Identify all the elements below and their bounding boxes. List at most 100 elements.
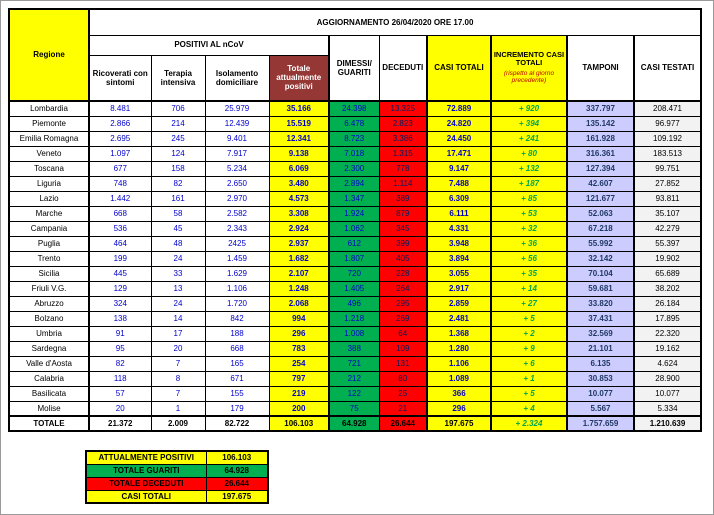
isolamento-header: Isolamento domiciliare — [204, 54, 270, 102]
tamponi-cell: 5.567 — [566, 400, 635, 417]
tamponi-cell: 32.569 — [566, 325, 635, 342]
total-row: TOTALE 21.372 2.009 82.722 106.103 64.928 26.6… — [8, 415, 702, 432]
region-row: Campania 536 45 2.343 2.924 1.062 345 4.331 + 32… — [8, 220, 702, 237]
region-name: Valle d'Aosta — [8, 355, 90, 372]
ricoverati-cell: 464 — [88, 235, 152, 252]
deceduti-cell: 109 — [378, 340, 428, 357]
casi-testati-cell: 28.900 — [632, 370, 702, 387]
dimessi-guariti-cell: 1.807 — [328, 250, 380, 267]
tamponi-cell: 316.361 — [566, 145, 635, 162]
incremento-cell: + 2 — [490, 325, 568, 342]
region-name: Trento — [8, 250, 90, 267]
incremento-cell: + 132 — [490, 160, 568, 177]
region-row: Umbria 91 17 188 296 1.008 64 1.368 + 2 32.569 22.… — [8, 325, 702, 342]
dimessi-guariti-cell: 64.928 — [328, 415, 380, 432]
deceduti-cell: 2.823 — [378, 115, 428, 132]
casi-totali-cell: 17.471 — [426, 145, 492, 162]
deceduti-cell: 131 — [378, 355, 428, 372]
terapia-intensiva-header: Terapia intensiva — [150, 54, 206, 102]
incremento-cell: + 394 — [490, 115, 568, 132]
terapia-intensiva-cell: 1 — [150, 400, 206, 417]
terapia-intensiva-cell: 24 — [150, 295, 206, 312]
incremento-cell: + 14 — [490, 280, 568, 297]
ricoverati-cell: 21.372 — [88, 415, 152, 432]
deceduti-cell: 1.315 — [378, 145, 428, 162]
summary-value: 106.103 — [205, 450, 269, 465]
page-title: AGGIORNAMENTO 26/04/2020 ORE 17.00 — [87, 8, 702, 36]
region-name: Basilicata — [8, 385, 90, 402]
totale-positivi-cell: 783 — [268, 340, 330, 357]
tamponi-cell: 67.218 — [566, 220, 635, 237]
casi-testati-cell: 26.184 — [632, 295, 702, 312]
terapia-intensiva-cell: 33 — [150, 265, 206, 282]
sub-header-row: Ricoverati con sintomi Terapia intensiva… — [9, 54, 701, 102]
summary-value: 197.675 — [205, 489, 269, 504]
casi-testati-cell: 93.811 — [632, 190, 702, 207]
incremento-cell: + 35 — [490, 265, 568, 282]
incremento-cell: + 2.324 — [490, 415, 568, 432]
casi-testati-cell: 1.210.639 — [632, 415, 702, 432]
totale-positivi-header: Totale attualmente positivi — [268, 54, 330, 102]
casi-totali-cell: 6.111 — [426, 205, 492, 222]
terapia-intensiva-cell: 45 — [150, 220, 206, 237]
isolamento-cell: 2.343 — [204, 220, 270, 237]
tamponi-cell: 37.431 — [566, 310, 635, 327]
casi-testati-cell: 109.192 — [632, 130, 702, 147]
totale-positivi-cell: 296 — [268, 325, 330, 342]
ricoverati-cell: 91 — [88, 325, 152, 342]
casi-totali-cell: 4.331 — [426, 220, 492, 237]
summary-label: TOTALE GUARITI — [85, 463, 207, 478]
ricoverati-cell: 536 — [88, 220, 152, 237]
region-name: Emilia Romagna — [8, 130, 90, 147]
isolamento-cell: 12.439 — [204, 115, 270, 132]
terapia-intensiva-cell: 82 — [150, 175, 206, 192]
isolamento-cell: 2425 — [204, 235, 270, 252]
dimessi-guariti-cell: 1.062 — [328, 220, 380, 237]
casi-totali-cell: 1.368 — [426, 325, 492, 342]
tamponi-cell: 30.853 — [566, 370, 635, 387]
region-row: Lombardia 8.481 706 25.979 35.166 24.398 13.32… — [8, 100, 702, 117]
dimessi-guariti-header: DIMESSI/ GUARITI — [328, 34, 380, 102]
incremento-cell: + 1 — [490, 370, 568, 387]
casi-testati-cell: 17.895 — [632, 310, 702, 327]
casi-totali-cell: 2.859 — [426, 295, 492, 312]
region-row: Sicilia 445 33 1.629 2.107 720 228 3.055 + 35 70.… — [8, 265, 702, 282]
totale-positivi-cell: 3.308 — [268, 205, 330, 222]
incremento-cell: + 6 — [490, 355, 568, 372]
dimessi-guariti-cell: 75 — [328, 400, 380, 417]
dimessi-guariti-cell: 1.008 — [328, 325, 380, 342]
totale-positivi-cell: 2.107 — [268, 265, 330, 282]
deceduti-cell: 405 — [378, 250, 428, 267]
isolamento-cell: 1.106 — [204, 280, 270, 297]
dimessi-guariti-cell: 6.478 — [328, 115, 380, 132]
region-name: Toscana — [8, 160, 90, 177]
terapia-intensiva-cell: 58 — [150, 205, 206, 222]
deceduti-cell: 80 — [378, 370, 428, 387]
terapia-intensiva-cell: 13 — [150, 280, 206, 297]
casi-totali-cell: 1.280 — [426, 340, 492, 357]
dimessi-guariti-cell: 2.894 — [328, 175, 380, 192]
deceduti-header: DECEDUTI — [378, 34, 428, 102]
region-name: Puglia — [8, 235, 90, 252]
tamponi-cell: 10.077 — [566, 385, 635, 402]
incremento-cell: + 27 — [490, 295, 568, 312]
region-row: Trento 199 24 1.459 1.682 1.807 405 3.894 + 56 32… — [8, 250, 702, 267]
terapia-intensiva-cell: 8 — [150, 370, 206, 387]
tamponi-cell: 135.142 — [566, 115, 635, 132]
isolamento-cell: 9.401 — [204, 130, 270, 147]
isolamento-cell: 671 — [204, 370, 270, 387]
terapia-intensiva-cell: 48 — [150, 235, 206, 252]
totale-positivi-cell: 3.480 — [268, 175, 330, 192]
terapia-intensiva-cell: 214 — [150, 115, 206, 132]
totale-positivi-cell: 200 — [268, 400, 330, 417]
casi-testati-cell: 183.513 — [632, 145, 702, 162]
isolamento-cell: 165 — [204, 355, 270, 372]
casi-totali-cell: 6.309 — [426, 190, 492, 207]
dimessi-guariti-cell: 2.300 — [328, 160, 380, 177]
summary-value: 26.644 — [205, 476, 269, 491]
casi-testati-cell: 38.202 — [632, 280, 702, 297]
totale-positivi-cell: 2.068 — [268, 295, 330, 312]
ricoverati-header: Ricoverati con sintomi — [88, 54, 152, 102]
casi-testati-cell: 4.624 — [632, 355, 702, 372]
